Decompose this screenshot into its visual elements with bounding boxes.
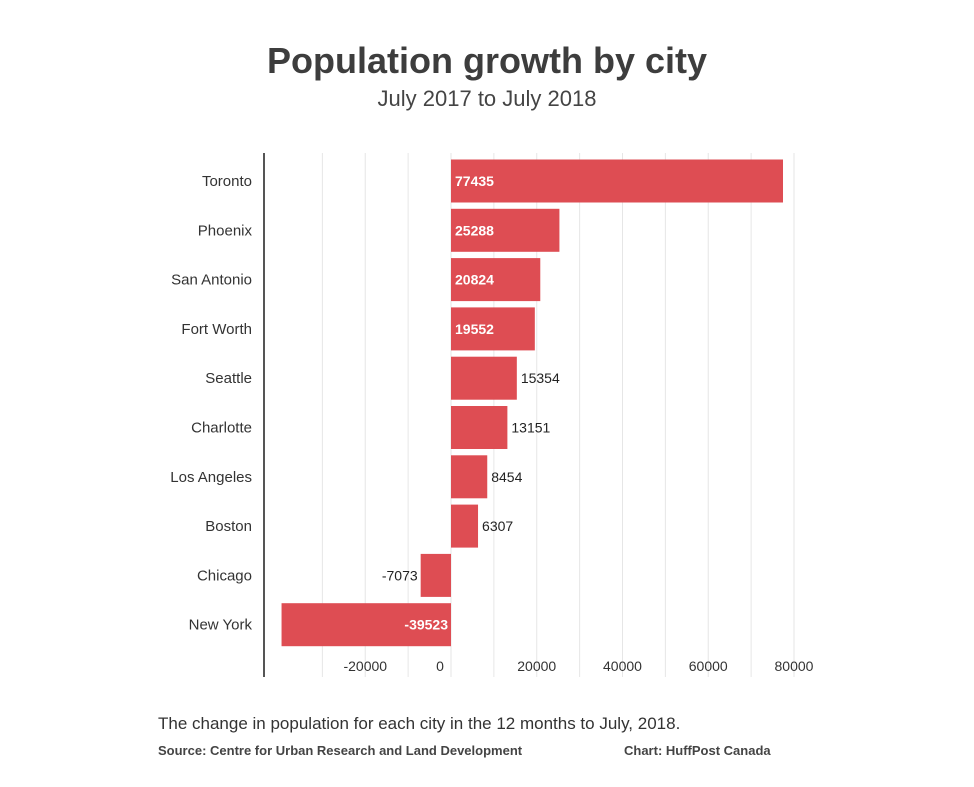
category-label: Phoenix [198, 222, 253, 239]
x-tick-label: 0 [436, 658, 444, 674]
bar [451, 307, 535, 351]
bar [451, 208, 560, 252]
axes: Toronto Phoenix San Antonio Fort Worth Seatt… [170, 153, 814, 677]
x-tick-label: 60000 [689, 658, 728, 674]
bar [281, 603, 451, 647]
x-tick-label: -20000 [343, 658, 387, 674]
category-label: Seattle [205, 370, 252, 387]
category-label: Charlotte [191, 420, 252, 437]
data-label: 77435 [455, 173, 494, 189]
category-label: Boston [205, 518, 252, 535]
bar [451, 258, 541, 302]
data-label: 20824 [455, 272, 494, 288]
category-label: New York [189, 617, 253, 634]
bar [451, 406, 508, 449]
x-tick-label: 80000 [775, 658, 814, 674]
data-label: 15354 [521, 370, 560, 386]
bars: 77435 25288 20824 19552 15354 13151 8454 6307 -7… [281, 159, 783, 647]
category-label: Chicago [197, 567, 252, 584]
data-label: -39523 [404, 617, 448, 633]
bar [420, 553, 451, 597]
chart-source: Source: Centre for Urban Research and La… [158, 743, 523, 758]
chart-credit: Chart: HuffPost Canada [624, 743, 771, 758]
data-label: 6307 [482, 518, 513, 534]
data-label: 8454 [491, 469, 522, 485]
x-tick-label: 20000 [517, 658, 556, 674]
data-label: -7073 [382, 567, 418, 583]
category-label: Fort Worth [181, 321, 252, 338]
bar [451, 356, 517, 400]
bar [451, 159, 783, 203]
data-label: 13151 [511, 420, 550, 436]
category-label: San Antonio [171, 272, 252, 289]
chart-title: Population growth by city [267, 40, 707, 81]
bar [451, 455, 488, 499]
data-label: 19552 [455, 321, 494, 337]
category-label: Los Angeles [170, 469, 252, 486]
chart-caption: The change in population for each city i… [158, 714, 681, 733]
x-tick-label: 40000 [603, 658, 642, 674]
chart-subtitle: July 2017 to July 2018 [377, 86, 597, 111]
bar [451, 504, 479, 548]
data-label: 25288 [455, 222, 494, 238]
category-label: Toronto [202, 173, 252, 190]
